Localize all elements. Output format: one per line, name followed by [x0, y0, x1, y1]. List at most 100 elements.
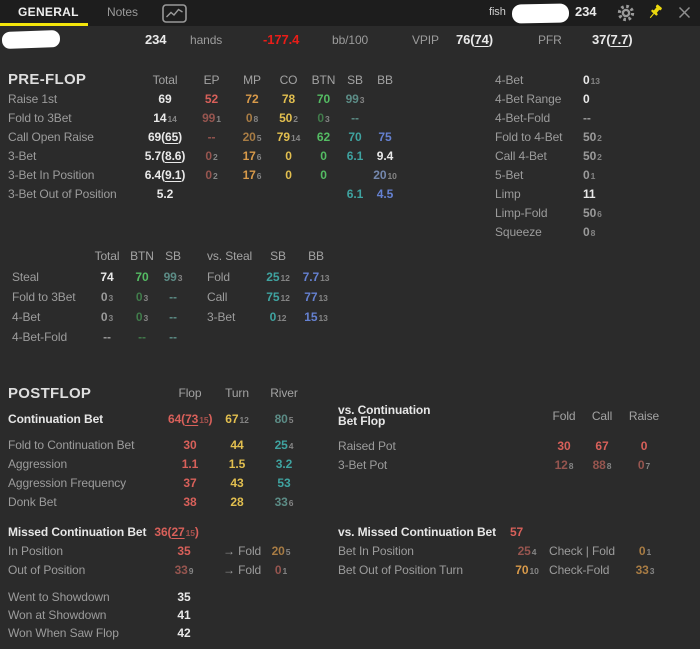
line-chart-icon — [162, 4, 187, 26]
stat-cell: -- — [207, 129, 216, 144]
pin-button[interactable] — [645, 4, 665, 24]
vs-cbet-section: vs. Continuation Bet Flop Fold Call Raise… — [338, 400, 666, 474]
stat-cell: -- — [169, 290, 177, 304]
col-btn: BTN — [130, 249, 154, 263]
stat-row: Bet Out of Position Turn 7010 Check-Fold… — [338, 560, 663, 579]
stat-row: 4-Bet 03 03 -- — [12, 307, 190, 327]
stat-row: 3-Bet In Position 6.4(9.1) 02 176 0 0 20… — [8, 165, 401, 184]
vs-missed-cbet-title-row: vs. Missed Continuation Bet 57 — [338, 522, 663, 541]
stat-label: Fold to 4-Bet — [495, 129, 563, 144]
col-sb: SB — [165, 249, 181, 263]
col-mp: MP — [243, 72, 261, 87]
stat-cell: 205 — [242, 129, 262, 144]
stat-label: 3-Bet — [207, 310, 236, 324]
stat-cell: 08 — [245, 110, 259, 125]
stat-cell: 53 — [277, 475, 291, 490]
fourbet-panel: 4-Bet 013 4-Bet Range 0 4-Bet-Fold -- Fold … — [495, 70, 602, 241]
stat-cell: 03 — [100, 290, 114, 304]
stat-label: 4-Bet Range — [495, 91, 562, 106]
stat-cell: 2512 — [266, 270, 290, 284]
stat-row: 5-Bet 01 — [495, 165, 602, 184]
winrate-unit: bb/100 — [332, 33, 369, 47]
vs-steal-header-row: vs. Steal SB BB — [207, 245, 335, 267]
stat-label: Raised Pot — [338, 438, 396, 453]
stat-cell: 0 — [640, 438, 648, 453]
stat-cell: 502 — [279, 110, 298, 125]
vs-steal-title: vs. Steal — [207, 249, 253, 263]
stat-cell: 1414 — [153, 110, 177, 125]
postflop-header-row: POSTFLOP Flop Turn River — [8, 384, 306, 402]
stat-row: Donk Bet 38 28 336 — [8, 492, 306, 511]
stat-cell: 74 — [100, 270, 114, 284]
steal-section: Total BTN SB Steal 74 70 993 Fold to 3Be… — [12, 245, 190, 347]
stat-label: Limp — [495, 186, 521, 201]
stat-cell: 75 — [378, 129, 392, 144]
tab-notes[interactable]: Notes — [107, 4, 138, 19]
stat-cell: 254 — [274, 437, 294, 452]
pfr-value: 37(7.7) — [592, 32, 633, 47]
stat-cell: 176 — [242, 167, 262, 182]
stat-cell: 01 — [638, 543, 652, 558]
vpip-value: 76(74) — [456, 32, 493, 47]
close-button[interactable] — [674, 4, 694, 24]
stat-label: Call Open Raise — [8, 129, 94, 144]
stat-row: Fold 2512 7.713 — [207, 267, 335, 287]
stat-cell: 70 — [316, 91, 331, 106]
stat-label: Fold to 3Bet — [8, 110, 72, 125]
stat-cell: 57 — [509, 524, 524, 539]
stat-label: Aggression Frequency — [8, 475, 127, 490]
stat-cell: 03 — [317, 110, 330, 125]
stat-cell: 52 — [204, 91, 219, 106]
stat-label: Limp-Fold — [495, 205, 548, 220]
stat-cell: 339 — [174, 562, 194, 577]
stat-cell: 01 — [583, 167, 596, 182]
stat-cell: 43 — [230, 475, 244, 490]
stat-row: Limp 11 — [495, 184, 602, 203]
stat-cell: 36(2715) — [154, 524, 199, 539]
stat-cell: 6.1 — [346, 186, 364, 201]
settings-button[interactable] — [616, 4, 636, 24]
stat-cell: 7914 — [276, 129, 301, 144]
hands-label: hands — [190, 33, 223, 47]
preflop-header-row: PRE-FLOP Total EP MP CO BTN SB BB — [8, 70, 401, 89]
stat-row: Aggression 1.1 1.5 3.2 — [8, 454, 306, 473]
vpip-label: VPIP — [412, 33, 439, 47]
pfr-label: PFR — [538, 33, 562, 47]
stat-cell: 7.713 — [302, 270, 330, 284]
stat-row: 4-Bet-Fold -- -- -- — [12, 327, 190, 347]
stat-cell: 991 — [202, 110, 221, 125]
col-flop: Flop — [178, 386, 202, 400]
stat-cell: 805 — [274, 411, 294, 426]
stat-cell: 37 — [183, 475, 197, 490]
stat-cell: 6.1 — [346, 148, 364, 163]
action-label: → Fold — [223, 543, 262, 558]
stat-cell: 4.5 — [376, 186, 394, 201]
redacted-player-name-2 — [1, 29, 61, 50]
stat-label: Won at Showdown — [8, 608, 107, 622]
stat-cell: 7713 — [304, 290, 328, 304]
stat-cell: -- — [169, 330, 177, 344]
stat-label: In Position — [8, 543, 63, 558]
action-label: → Fold — [223, 562, 262, 577]
stat-cell: 0 — [285, 167, 292, 182]
chart-tab-button[interactable] — [162, 4, 188, 23]
stat-cell: 2010 — [373, 167, 397, 182]
stat-row: Raised Pot 30 67 0 — [338, 436, 666, 455]
stat-cell: 6712 — [225, 411, 249, 426]
stat-cell: 7010 — [515, 562, 539, 577]
tab-general[interactable]: GENERAL — [18, 4, 79, 19]
stat-cell: 7512 — [266, 290, 290, 304]
stat-label: Donk Bet — [8, 494, 57, 509]
stat-cell: 03 — [100, 310, 114, 324]
stat-row: Raise 1st 69 52 72 78 70 993 — [8, 89, 401, 108]
stat-cell: 888 — [592, 457, 612, 472]
stat-cell: 0 — [320, 167, 327, 182]
col-fold: Fold — [552, 409, 576, 423]
vs-missed-cbet-title: vs. Missed Continuation Bet — [338, 524, 496, 539]
preflop-title: PRE-FLOP — [8, 71, 87, 88]
stat-cell: 336 — [274, 494, 294, 509]
col-co: CO — [279, 72, 298, 87]
hands-count-badge: 234 — [575, 4, 597, 19]
top-tab-bar: GENERAL Notes fish 234 — [0, 0, 700, 26]
stat-label: Steal — [12, 270, 39, 284]
